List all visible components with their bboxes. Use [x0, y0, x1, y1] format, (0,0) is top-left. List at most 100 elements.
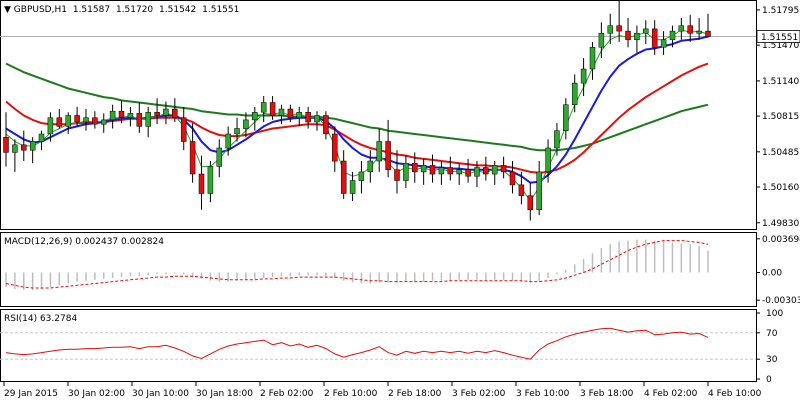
candle-body	[625, 30, 631, 41]
candle-body	[83, 117, 89, 123]
candle-body	[269, 102, 276, 116]
candle-body	[12, 144, 18, 153]
candle-body	[483, 167, 489, 175]
price-axis-label: 1.50160	[762, 183, 799, 193]
time-axis-label: 3 Feb 18:00	[580, 389, 634, 399]
candle-body	[100, 119, 107, 125]
time-axis-label: 30 Jan 02:00	[68, 389, 125, 399]
open-value: 1.51587	[72, 5, 111, 15]
candle-body	[696, 30, 702, 34]
candle-body	[412, 162, 418, 173]
candle-body	[207, 166, 214, 194]
price-axis-label: 1.51470	[762, 41, 799, 51]
candle-body	[340, 160, 347, 194]
candle-body	[225, 133, 231, 149]
candle-body	[403, 162, 409, 181]
candle-body	[47, 117, 54, 135]
candle-body	[518, 184, 525, 196]
candle-body	[136, 113, 143, 127]
candle-body	[376, 141, 382, 162]
candle-body	[172, 108, 178, 118]
macd-axis-label: 0.00	[762, 269, 782, 279]
rsi-panel-frame	[0, 309, 757, 382]
candle-body	[109, 110, 116, 121]
candle-body	[589, 47, 596, 70]
candle-body	[287, 108, 294, 118]
candle-body	[74, 115, 80, 123]
candle-body	[527, 195, 534, 211]
candle-body	[358, 171, 365, 181]
candle-body	[616, 25, 622, 32]
candle-body	[38, 133, 45, 142]
candle-body	[545, 147, 551, 173]
candle-body	[367, 160, 374, 173]
candle-body	[56, 117, 63, 127]
candle-body	[296, 112, 302, 118]
candle-body	[491, 165, 498, 175]
candle-body	[607, 25, 614, 34]
price-axis-label: 1.50485	[762, 148, 799, 158]
candle-body	[598, 32, 605, 48]
candle-body	[305, 112, 311, 123]
candle-body	[687, 25, 693, 34]
candle-body	[474, 167, 480, 177]
candle-body	[243, 119, 249, 129]
low-value: 1.51542	[159, 5, 197, 15]
time-axis-label: 2 Feb 18:00	[388, 389, 442, 399]
candle-body	[678, 25, 685, 32]
time-axis-label: 3 Feb 02:00	[452, 389, 506, 399]
candle-body	[634, 32, 640, 40]
candle-body	[509, 171, 516, 186]
candle-body	[323, 115, 329, 135]
candle-body	[21, 144, 27, 151]
time-axis-label: 30 Jan 10:00	[132, 389, 189, 399]
candle-body	[3, 136, 9, 153]
candle-body	[500, 165, 507, 173]
close-value: 1.51551	[202, 5, 240, 15]
candle-body	[118, 110, 125, 118]
rsi-axis-label: 0	[766, 375, 772, 385]
candle-body	[154, 112, 160, 116]
time-axis-label: 2 Feb 02:00	[260, 389, 314, 399]
candle-body	[163, 108, 169, 116]
rsi-title: RSI(14) 63.2784	[4, 314, 78, 324]
candle-body	[189, 141, 196, 175]
candle-body	[127, 113, 134, 118]
candle-body	[447, 167, 454, 175]
candle-body	[563, 104, 569, 131]
macd-axis-label: -0.003034	[762, 296, 800, 306]
candle-body	[669, 30, 676, 41]
macd-title: MACD(12,26,9) 0.002437 0.002824	[4, 237, 164, 247]
candle-body	[643, 28, 649, 34]
time-axis-label: 4 Feb 02:00	[644, 389, 698, 399]
candle-body	[92, 117, 98, 125]
candle-body	[29, 141, 36, 151]
symbol-label: GBPUSD,H1	[13, 5, 67, 15]
rsi-line	[5, 327, 709, 360]
current-price-tag	[756, 30, 800, 43]
candle-body	[314, 115, 320, 123]
candle-body	[554, 130, 560, 149]
header-arrow-icon: ▼	[4, 5, 11, 15]
candle-body	[705, 30, 711, 37]
candle-body	[180, 117, 187, 142]
candle-body	[145, 112, 151, 127]
candle-body	[234, 128, 240, 135]
candle-body	[571, 82, 578, 106]
candle-body	[420, 165, 427, 173]
candle-body	[332, 133, 338, 162]
candle-body	[456, 169, 462, 175]
rsi-axis-label: 30	[766, 355, 778, 365]
rsi-axis-label: 70	[766, 329, 778, 339]
macd-panel-frame	[0, 232, 757, 307]
ma-fast-line	[5, 35, 709, 184]
time-axis-label: 3 Feb 10:00	[516, 389, 570, 399]
price-axis-label: 1.51140	[762, 77, 799, 87]
candle-body	[536, 171, 542, 211]
current-price-label: 1.51551	[761, 33, 798, 43]
candle-body	[198, 173, 205, 194]
candle-body	[651, 28, 658, 48]
candle-body	[278, 108, 285, 116]
